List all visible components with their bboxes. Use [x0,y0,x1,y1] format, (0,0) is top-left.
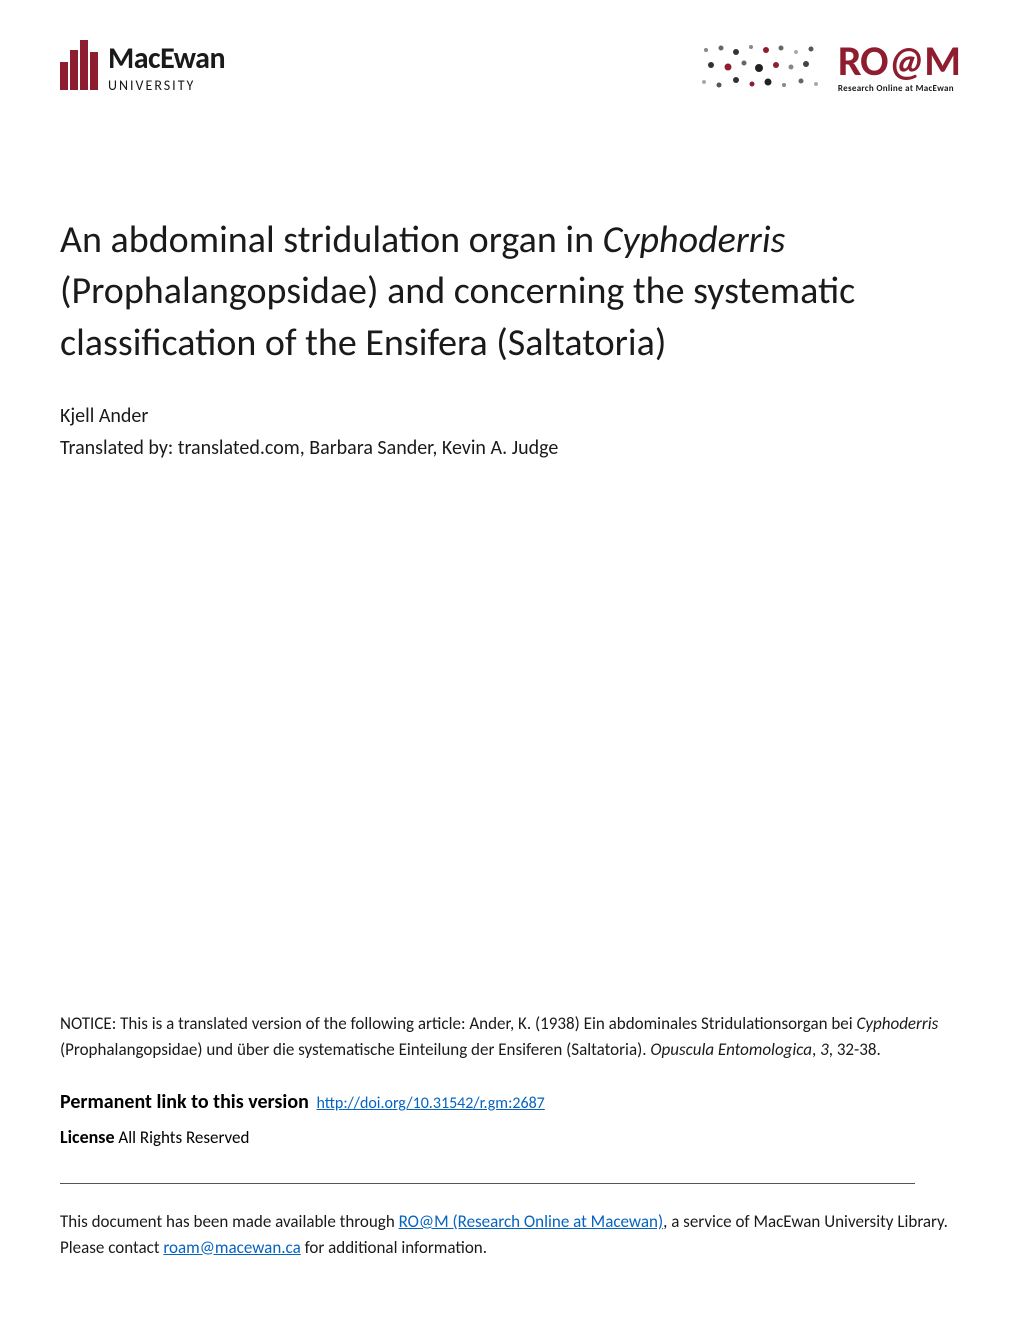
macewan-text: MacEwan UNIVERSITY [108,40,225,94]
license-value: All Rights Reserved [115,1127,250,1148]
notice-italic2: Opuscula Entomologica [650,1039,812,1060]
bottom-section: NOTICE: This is a translated version of … [60,1011,960,1260]
footer-link-email[interactable]: roam@macewan.ca [163,1237,300,1258]
macewan-logo: MacEwan UNIVERSITY [60,40,225,94]
permalink-row: Permanent link to this version http://do… [60,1090,960,1114]
title-part2: (Prophalangopsidae) and concerning the s… [60,268,855,365]
notice: NOTICE: This is a translated version of … [60,1011,960,1062]
permalink-url[interactable]: http://doi.org/10.31542/r.gm:2687 [317,1094,545,1113]
author: Kjell Ander [60,404,960,428]
macewan-sub: UNIVERSITY [108,77,225,94]
title-italic1: Cyphoderris [603,217,786,263]
translated-by: Translated by: translated.com, Barbara S… [60,436,960,460]
roam-suffix: M [924,36,960,87]
macewan-brand: MacEwan [108,40,225,77]
roam-prefix: RO [838,36,888,87]
macewan-bars-icon [60,40,98,90]
notice-mid2: , [812,1039,820,1060]
notice-suffix: , 32-38. [829,1039,881,1060]
notice-mid1: (Prophalangopsidae) und über die systema… [60,1039,650,1060]
roam-brand: RO@M [838,41,960,83]
permalink-label: Permanent link to this version [60,1090,309,1114]
roam-text-wrap: RO@M Research Online at MacEwan [838,41,960,94]
roam-sub: Research Online at MacEwan [838,83,954,94]
roam-at: @ [888,36,925,87]
notice-italic3: 3 [820,1039,829,1060]
title-part1: An abdominal stridulation organ in [60,217,603,263]
paper-title: An abdominal stridulation organ in Cypho… [60,215,960,369]
footer-part3: for additional information. [301,1237,487,1258]
license-label: License [60,1126,115,1148]
divider [60,1183,915,1184]
roam-dots-icon [696,40,826,95]
footer-part1: This document has been made available th… [60,1211,399,1232]
notice-prefix: NOTICE: This is a translated version of … [60,1013,857,1034]
footer-link-roam[interactable]: RO@M (Research Online at Macewan) [399,1211,664,1232]
footer-text: This document has been made available th… [60,1209,960,1260]
header: MacEwan UNIVERSITY [60,40,960,95]
license-row: License All Rights Reserved [60,1126,960,1148]
roam-logo: RO@M Research Online at MacEwan [696,40,960,95]
notice-italic1: Cyphoderris [857,1013,939,1034]
